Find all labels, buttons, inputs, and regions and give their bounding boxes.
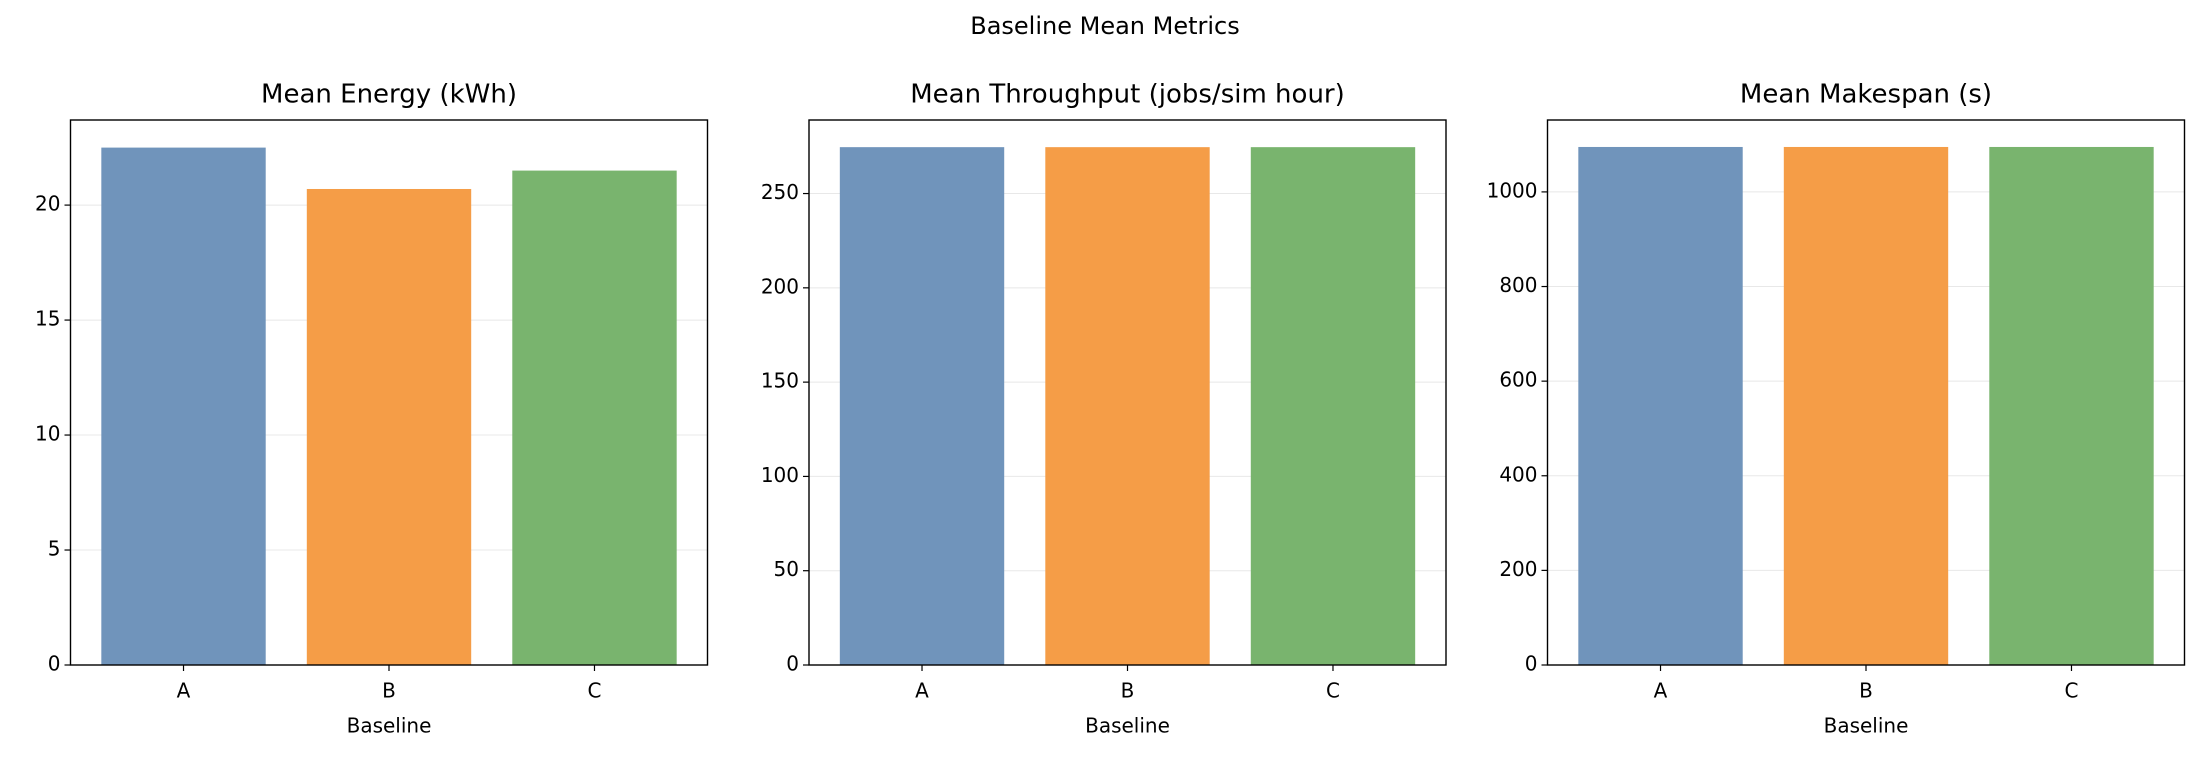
bar xyxy=(839,147,1005,666)
figure-title: Baseline Mean Metrics xyxy=(970,12,1240,40)
axes-frame xyxy=(1546,119,2186,666)
y-tick-label: 1000 xyxy=(1487,178,1538,202)
y-tick-label: 10 xyxy=(35,422,60,446)
x-tick-label: A xyxy=(915,679,929,703)
y-tick-label: 0 xyxy=(786,652,799,676)
y-tick-label: 50 xyxy=(774,557,799,581)
bar xyxy=(1783,146,1949,666)
bar xyxy=(512,170,677,666)
bar xyxy=(1250,147,1416,666)
axes-title: Mean Throughput (jobs/sim hour) xyxy=(910,80,1345,110)
y-tick-label: 0 xyxy=(1525,652,1538,676)
axes-frame xyxy=(808,119,1447,666)
y-tick-label: 200 xyxy=(761,274,799,298)
x-tick-label: B xyxy=(1121,679,1135,703)
x-tick-label: A xyxy=(1654,679,1668,703)
x-tick-label: C xyxy=(587,679,601,703)
axes-title: Mean Makespan (s) xyxy=(1740,80,1992,110)
bar xyxy=(1045,147,1210,666)
x-axis-label: Baseline xyxy=(1085,714,1170,738)
x-tick-label: B xyxy=(1859,679,1873,703)
y-tick-label: 0 xyxy=(48,652,61,676)
bar xyxy=(101,147,266,665)
y-tick-label: 20 xyxy=(35,192,60,216)
y-tick-label: 100 xyxy=(761,463,799,487)
y-tick-label: 5 xyxy=(48,537,61,561)
x-tick-label: C xyxy=(2064,679,2078,703)
x-axis-label: Baseline xyxy=(1824,714,1909,738)
y-tick-label: 15 xyxy=(35,307,60,331)
x-tick-label: C xyxy=(1326,679,1340,703)
x-tick-label: B xyxy=(382,679,396,703)
y-tick-label: 600 xyxy=(1499,368,1537,392)
bar xyxy=(1578,146,1743,666)
bar xyxy=(1989,146,2154,666)
x-tick-label: A xyxy=(177,679,191,703)
y-tick-label: 250 xyxy=(761,180,799,204)
axes-title: Mean Energy (kWh) xyxy=(261,80,517,110)
y-tick-label: 400 xyxy=(1499,462,1537,486)
x-axis-label: Baseline xyxy=(347,714,432,738)
y-tick-label: 800 xyxy=(1499,273,1537,297)
y-tick-label: 200 xyxy=(1499,557,1537,581)
y-tick-label: 150 xyxy=(761,369,799,393)
axes-frame xyxy=(69,119,709,666)
bar xyxy=(306,188,472,665)
